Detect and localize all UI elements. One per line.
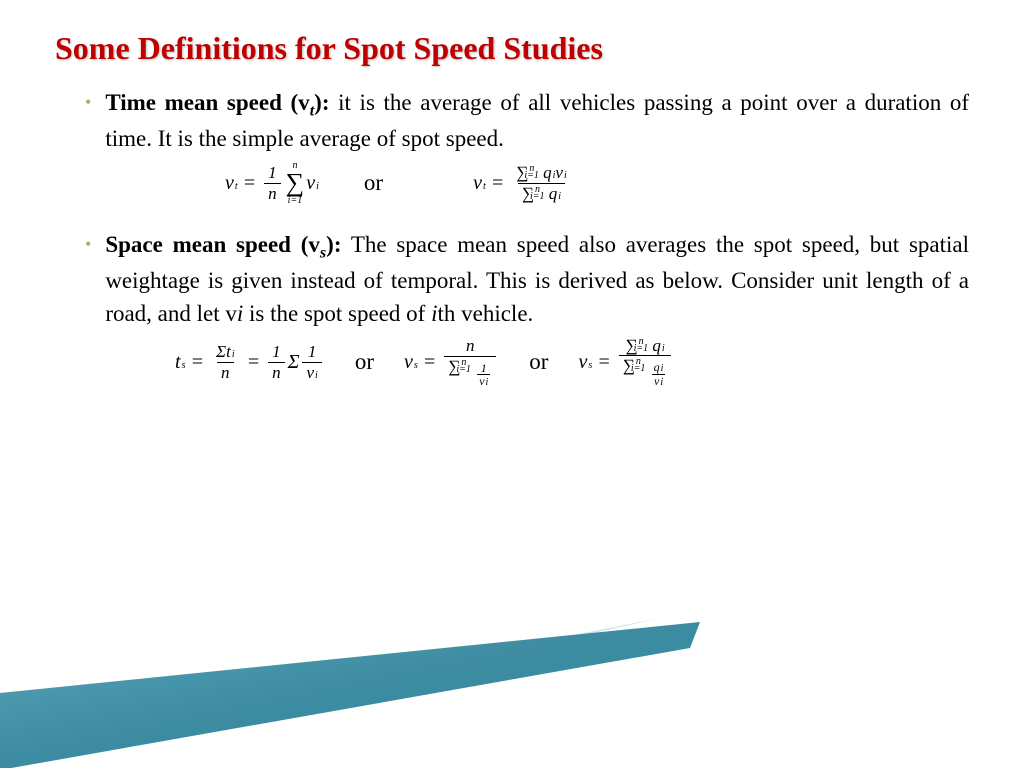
slide-title: Some Definitions for Spot Speed Studies [55, 30, 969, 67]
paragraph: Space mean speed (vs): The space mean sp… [105, 229, 969, 330]
or-label: or [364, 170, 383, 196]
list-item: • Time mean speed (vt): it is the averag… [85, 87, 969, 155]
formula-row: ts = Σtin = 1n Σ 1vi or vs = n ∑ni=1 1vi… [85, 336, 969, 389]
content-area: • Time mean speed (vt): it is the averag… [55, 87, 969, 388]
corner-decoration-icon [0, 578, 1024, 768]
list-item: • Space mean speed (vs): The space mean … [85, 229, 969, 330]
or-label: or [529, 349, 548, 375]
equation: vt = ∑ni=1 qivi ∑ni=1 qi [473, 163, 574, 203]
paragraph: Time mean speed (vt): it is the average … [105, 87, 969, 155]
equation: vs = n ∑ni=1 1vi [404, 336, 499, 388]
slide: Some Definitions for Spot Speed Studies … [0, 0, 1024, 768]
bullet-icon: • [85, 87, 91, 117]
equation: vs = ∑ni=1 qi ∑ni=1 qivi [578, 336, 674, 389]
or-label: or [355, 349, 374, 375]
equation: ts = Σtin = 1n Σ 1vi [175, 342, 325, 382]
equation: vt = 1n n∑i=1 vi [225, 161, 319, 205]
term-label: Space mean speed (vs): [105, 232, 341, 257]
bullet-icon: • [85, 229, 91, 259]
term-label: Time mean speed (vt): [105, 90, 329, 115]
formula-row: vt = 1n n∑i=1 vi or vt = ∑ni=1 qivi ∑ni=… [85, 161, 969, 205]
